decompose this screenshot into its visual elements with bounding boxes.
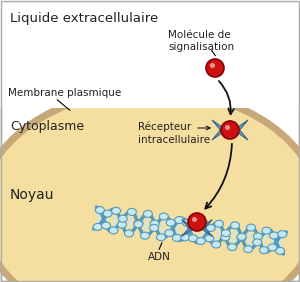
- Ellipse shape: [244, 246, 253, 253]
- Ellipse shape: [182, 219, 191, 226]
- Ellipse shape: [157, 234, 166, 241]
- Ellipse shape: [112, 207, 121, 214]
- Ellipse shape: [196, 237, 205, 244]
- Circle shape: [225, 125, 230, 130]
- Text: Cytoplasme: Cytoplasme: [10, 120, 84, 133]
- Ellipse shape: [93, 223, 102, 230]
- Circle shape: [188, 213, 206, 231]
- Circle shape: [210, 63, 215, 68]
- Text: Récepteur
intracellulaire: Récepteur intracellulaire: [138, 122, 210, 145]
- Ellipse shape: [212, 241, 221, 248]
- Polygon shape: [234, 120, 248, 140]
- Ellipse shape: [214, 220, 224, 227]
- Ellipse shape: [166, 219, 175, 226]
- Ellipse shape: [159, 213, 168, 220]
- Ellipse shape: [188, 235, 197, 242]
- Ellipse shape: [143, 210, 152, 217]
- Ellipse shape: [103, 210, 112, 217]
- Ellipse shape: [253, 239, 262, 246]
- Text: Noyau: Noyau: [10, 188, 55, 202]
- Ellipse shape: [140, 232, 149, 239]
- Ellipse shape: [150, 220, 159, 227]
- Ellipse shape: [95, 207, 104, 213]
- Ellipse shape: [165, 230, 174, 237]
- Ellipse shape: [0, 90, 300, 282]
- Ellipse shape: [237, 234, 246, 241]
- Ellipse shape: [175, 217, 184, 224]
- Ellipse shape: [124, 230, 134, 237]
- Text: Membrane plasmique: Membrane plasmique: [8, 88, 121, 98]
- Text: Liquide extracellulaire: Liquide extracellulaire: [10, 12, 158, 25]
- Ellipse shape: [237, 233, 246, 240]
- Polygon shape: [182, 219, 194, 237]
- Ellipse shape: [206, 224, 215, 232]
- Circle shape: [221, 121, 239, 139]
- Bar: [0, 0, 300, 108]
- Ellipse shape: [190, 220, 200, 227]
- Ellipse shape: [268, 244, 277, 251]
- Ellipse shape: [150, 224, 159, 232]
- Ellipse shape: [101, 222, 110, 229]
- Text: ADN: ADN: [148, 252, 171, 262]
- Ellipse shape: [230, 222, 239, 229]
- Ellipse shape: [262, 227, 271, 234]
- Ellipse shape: [260, 247, 268, 254]
- Polygon shape: [200, 219, 212, 237]
- Ellipse shape: [205, 235, 214, 242]
- Ellipse shape: [25, 145, 295, 282]
- Polygon shape: [212, 120, 226, 140]
- Ellipse shape: [269, 232, 278, 239]
- Ellipse shape: [254, 233, 262, 240]
- Ellipse shape: [0, 90, 300, 282]
- Ellipse shape: [118, 221, 127, 228]
- Ellipse shape: [221, 234, 230, 241]
- Ellipse shape: [181, 234, 190, 241]
- Bar: [0, 0, 300, 108]
- Ellipse shape: [109, 227, 118, 234]
- Ellipse shape: [247, 224, 256, 231]
- Ellipse shape: [228, 244, 237, 251]
- Ellipse shape: [134, 220, 143, 227]
- Ellipse shape: [172, 234, 181, 241]
- Circle shape: [206, 59, 224, 77]
- Ellipse shape: [278, 231, 287, 238]
- Ellipse shape: [134, 221, 143, 228]
- Circle shape: [192, 217, 197, 222]
- Text: Molécule de
signalisation: Molécule de signalisation: [168, 30, 234, 52]
- Ellipse shape: [118, 215, 127, 222]
- Ellipse shape: [276, 247, 285, 254]
- Ellipse shape: [221, 230, 230, 237]
- Ellipse shape: [199, 220, 208, 227]
- Ellipse shape: [127, 208, 136, 215]
